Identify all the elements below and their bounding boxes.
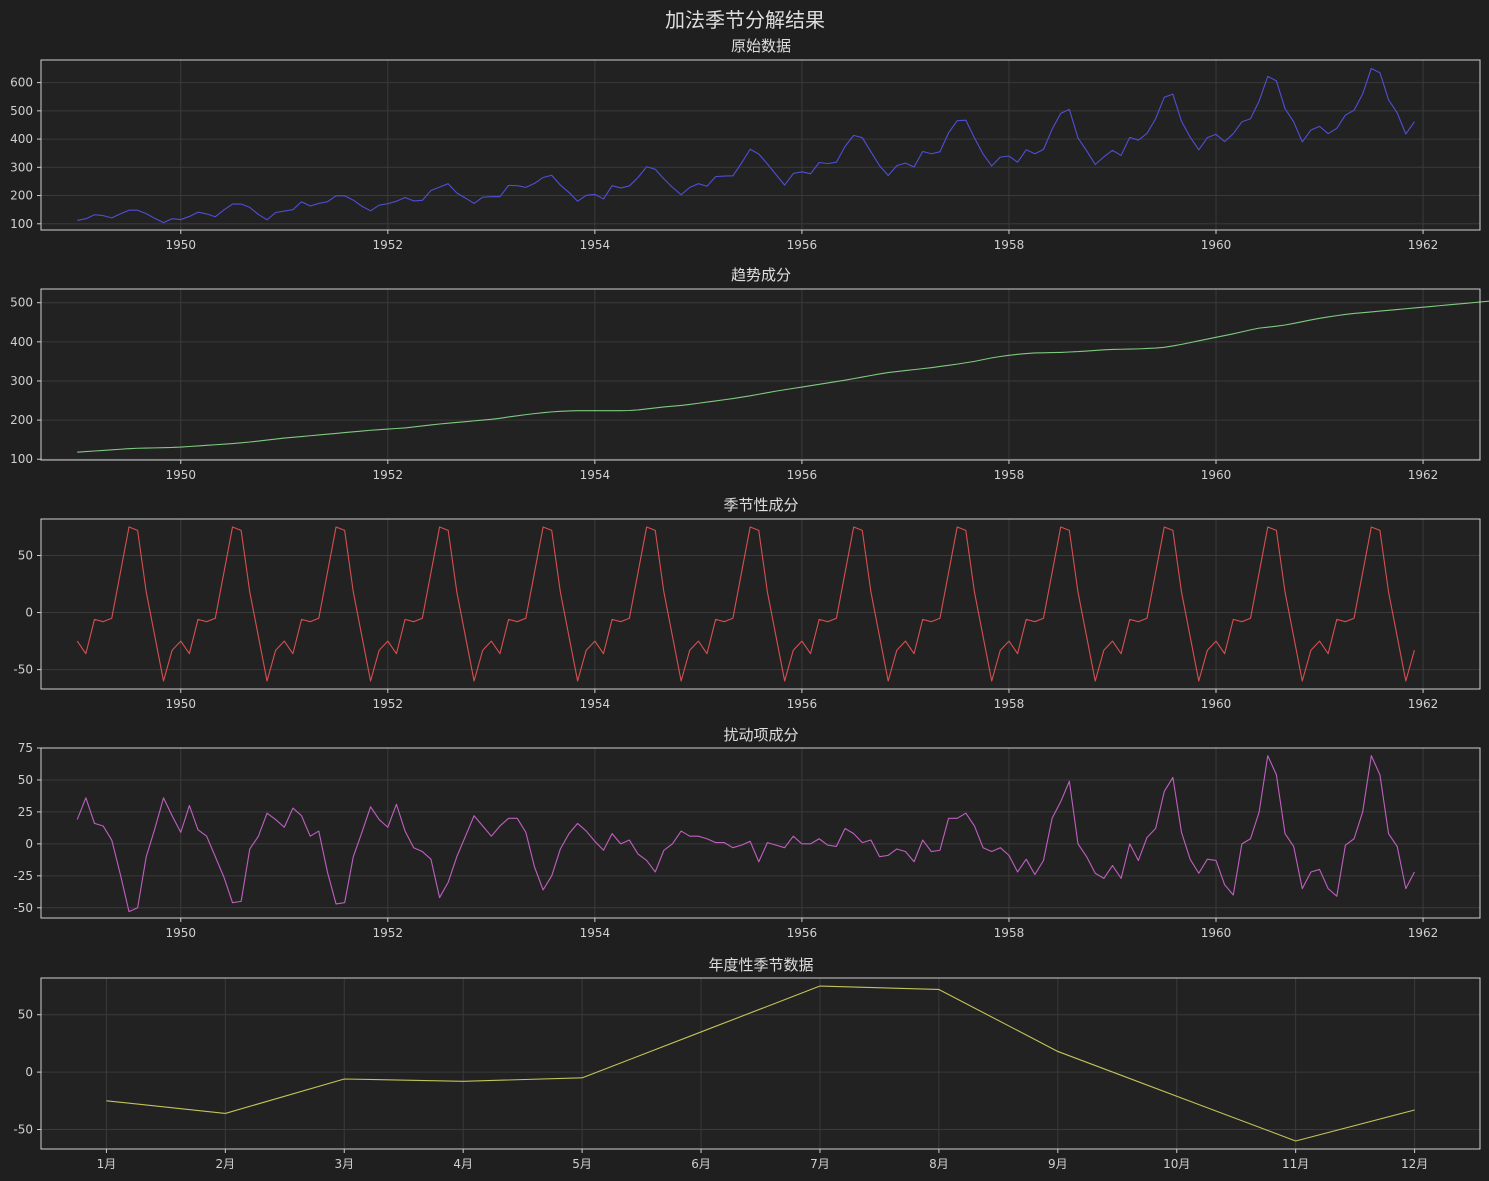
panel4-plot-area xyxy=(41,978,1480,1149)
panel0-x-tick-label: 1956 xyxy=(787,238,818,252)
panel2-series-line xyxy=(76,526,1415,682)
panel2-y-tick-label: -50 xyxy=(13,663,33,677)
panel4-x-tick-label: 6月 xyxy=(691,1157,711,1171)
panel4-x-tick-label: 5月 xyxy=(572,1157,592,1171)
panel3-x-tick-label: 1956 xyxy=(787,926,818,940)
panel1-y-tick-label: 200 xyxy=(10,413,33,427)
panel4-frame xyxy=(40,977,1481,1150)
panel-trend: 趋势成分 1950 1952 1954 1956 1958 1960 1962 100 200 3… xyxy=(10,266,1489,482)
panel1-y-tick-label: 500 xyxy=(10,296,33,310)
panel-original-title: 原始数据 xyxy=(731,37,791,55)
panel3-x-tick-label: 1950 xyxy=(165,926,196,940)
panel1-x-tick-label: 1960 xyxy=(1201,468,1232,482)
panel-seasonal-title: 季节性成分 xyxy=(723,496,798,514)
panel-residual: 扰动项成分 1950 1952 1954 1956 1958 1960 1962 -50 -25… xyxy=(13,726,1481,940)
panel0-plot-area xyxy=(41,60,1480,230)
panel1-x-tick-label: 1950 xyxy=(165,468,196,482)
panel0-x-tick-label: 1960 xyxy=(1201,238,1232,252)
panel1-x-tick-label: 1954 xyxy=(580,468,611,482)
panel0-y-tick-label: 200 xyxy=(10,189,33,203)
panel0-frame xyxy=(40,59,1481,231)
panel4-x-tick-label: 11月 xyxy=(1282,1157,1309,1171)
panel1-x-tick-label: 1956 xyxy=(787,468,818,482)
panel3-x-tick-label: 1952 xyxy=(373,926,404,940)
panel0-x-tick-label: 1950 xyxy=(165,238,196,252)
panel1-x-tick-label: 1962 xyxy=(1408,468,1439,482)
panel4-x-tick-label: 2月 xyxy=(216,1157,236,1171)
panel3-series-line xyxy=(76,755,1415,913)
panel2-x-tick-label: 1954 xyxy=(580,697,611,711)
panel-residual-title: 扰动项成分 xyxy=(723,726,798,744)
panel0-x-tick-label: 1954 xyxy=(580,238,611,252)
panel-trend-title: 趋势成分 xyxy=(731,266,791,284)
panel4-x-tick-label: 8月 xyxy=(929,1157,949,1171)
panel1-series-line xyxy=(77,300,1489,453)
panel2-x-tick-label: 1962 xyxy=(1408,697,1439,711)
panel2-x-tick-label: 1952 xyxy=(373,697,404,711)
panel1-x-tick-label: 1958 xyxy=(994,468,1025,482)
panel2-y-tick-label: 0 xyxy=(25,606,33,620)
figure-suptitle: 加法季节分解结果 xyxy=(665,8,825,32)
panel4-x-tick-label: 1月 xyxy=(97,1157,117,1171)
panel0-x-tick-label: 1958 xyxy=(994,238,1025,252)
panel3-x-tick-label: 1954 xyxy=(580,926,611,940)
panel4-series-line xyxy=(106,985,1415,1142)
panel3-x-tick-label: 1958 xyxy=(994,926,1025,940)
panel0-x-tick-label: 1952 xyxy=(373,238,404,252)
panel0-x-tick-label: 1962 xyxy=(1408,238,1439,252)
panel3-x-tick-label: 1960 xyxy=(1201,926,1232,940)
panel0-series-line xyxy=(77,67,1415,224)
panel0-y-tick-label: 100 xyxy=(10,217,33,231)
panel1-y-tick-label: 300 xyxy=(10,374,33,388)
panel1-y-tick-label: 400 xyxy=(10,335,33,349)
panel2-x-tick-label: 1960 xyxy=(1201,697,1232,711)
panel4-x-tick-label: 10月 xyxy=(1163,1157,1190,1171)
panel3-y-tick-label: 50 xyxy=(18,773,33,787)
panel-annual-seasonal: 年度性季节数据 1月 2月 3月 4月 5月 6月 7月 8月 9月 10月 11月 12月 -50 0 5… xyxy=(13,956,1481,1171)
panel3-frame xyxy=(40,747,1481,919)
panel2-x-tick-label: 1950 xyxy=(165,697,196,711)
panel4-y-tick-label: -50 xyxy=(13,1122,33,1136)
panel1-frame xyxy=(40,288,1481,461)
panel2-x-tick-label: 1956 xyxy=(787,697,818,711)
panel0-y-tick-label: 500 xyxy=(10,104,33,118)
panel3-y-tick-label: 75 xyxy=(18,741,33,755)
panel-original: 原始数据 1950 1952 1954 1956 1958 1960 1962 100 200 3… xyxy=(10,37,1481,252)
panel1-y-tick-label: 100 xyxy=(10,452,33,466)
panel3-x-tick-label: 1962 xyxy=(1408,926,1439,940)
panel4-x-tick-label: 4月 xyxy=(453,1157,473,1171)
panel2-x-tick-label: 1958 xyxy=(994,697,1025,711)
panel3-y-tick-label: -25 xyxy=(13,869,33,883)
panel3-y-tick-label: -50 xyxy=(13,901,33,915)
panel3-y-tick-label: 0 xyxy=(25,837,33,851)
panel4-x-tick-label: 12月 xyxy=(1401,1157,1428,1171)
panel2-y-tick-label: 50 xyxy=(18,549,33,563)
panel2-plot-area xyxy=(41,519,1480,689)
panel0-y-tick-label: 300 xyxy=(10,160,33,174)
panel-annual-seasonal-title: 年度性季节数据 xyxy=(708,956,813,974)
panel0-y-tick-label: 600 xyxy=(10,76,33,90)
panel3-y-tick-label: 25 xyxy=(18,805,33,819)
panel1-x-tick-label: 1952 xyxy=(373,468,404,482)
panel3-plot-area xyxy=(41,748,1480,918)
panel4-x-tick-label: 3月 xyxy=(334,1157,354,1171)
panel-seasonal: 季节性成分 1950 1952 1954 1956 1958 1960 1962 -50 0 50 xyxy=(13,496,1481,711)
panel1-plot-area xyxy=(41,289,1480,460)
panel2-frame xyxy=(40,518,1481,690)
panel4-y-tick-label: 50 xyxy=(18,1008,33,1022)
panel4-x-tick-label: 9月 xyxy=(1048,1157,1068,1171)
panel0-y-tick-label: 400 xyxy=(10,132,33,146)
panel4-x-tick-label: 7月 xyxy=(810,1157,830,1171)
panel4-y-tick-label: 0 xyxy=(25,1065,33,1079)
